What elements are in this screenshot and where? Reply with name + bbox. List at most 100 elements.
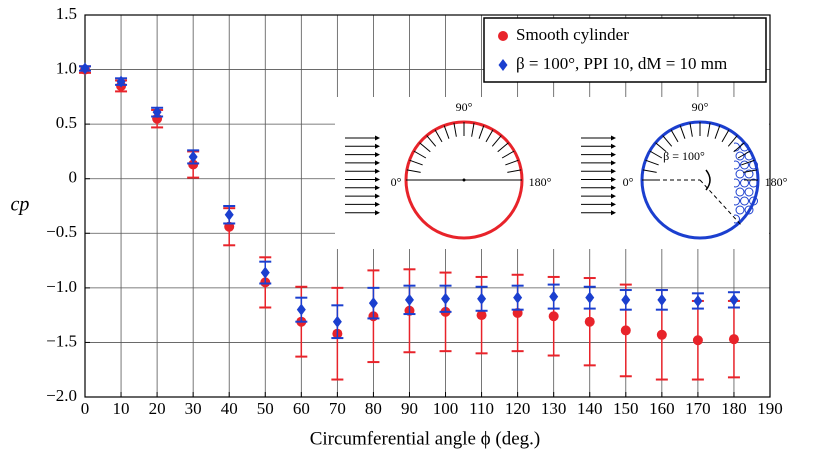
angle-tick: [471, 122, 475, 137]
angle-tick: [419, 142, 431, 153]
point: [513, 291, 523, 304]
point: [441, 292, 451, 305]
legend-items: Smooth cylinder β = 100°, PPI 10, dM = 10…: [498, 25, 727, 73]
angle-tick: [507, 169, 522, 173]
annotation: 180°: [529, 175, 552, 189]
annotation: 0°: [623, 175, 634, 189]
point: [332, 315, 342, 328]
y-tick-label: −1.0: [46, 277, 77, 296]
angle-tick: [655, 142, 667, 153]
angle-tick: [406, 169, 421, 173]
point: [404, 293, 414, 306]
point: [693, 294, 703, 307]
pore: [735, 169, 745, 179]
x-tick-label: 160: [649, 399, 675, 418]
arrow-head: [611, 193, 616, 199]
point: [692, 335, 703, 346]
x-tick-label: 170: [685, 399, 711, 418]
pore: [734, 178, 740, 188]
x-tick-label: 120: [505, 399, 531, 418]
angle-tick: [649, 150, 663, 159]
angle-tick: [426, 135, 437, 147]
angle-tick: [485, 129, 494, 143]
flow-arrows: [581, 135, 616, 216]
inset-background: [335, 97, 769, 249]
x-tick-label: 180: [721, 399, 747, 418]
point: [585, 291, 595, 304]
angle-tick: [645, 159, 659, 166]
annotation: 0°: [391, 175, 402, 189]
arrow-head: [375, 210, 380, 216]
point: [152, 106, 162, 119]
pore: [735, 205, 745, 215]
point: [498, 59, 508, 71]
annotation: 90°: [692, 100, 709, 114]
arrow-head: [611, 185, 616, 191]
pore: [735, 187, 745, 197]
point: [657, 293, 667, 306]
angle-tick: [491, 135, 502, 147]
legend: Smooth cylinder β = 100°, PPI 10, dM = 10…: [483, 17, 767, 83]
x-tick-label: 110: [469, 399, 494, 418]
inset-diagrams: 90° 0° 180° 90° 0° 180° β = 100°: [335, 97, 788, 249]
y-tick-label: 1.5: [56, 4, 77, 23]
pore: [734, 214, 740, 224]
flow-arrows: [345, 135, 380, 216]
x-tick-label: 100: [433, 399, 459, 418]
pore: [740, 178, 749, 188]
pore: [740, 160, 749, 170]
angle-tick: [741, 159, 755, 166]
angle-tick: [662, 135, 673, 147]
pore: [744, 169, 754, 179]
center: [462, 178, 466, 182]
x-tick-label: 130: [541, 399, 567, 418]
x-tick-label: 80: [365, 399, 382, 418]
point: [116, 75, 126, 88]
angle-ticks: [406, 122, 522, 181]
point: [368, 297, 378, 310]
x-tick-label: 140: [577, 399, 603, 418]
angle-arc: [705, 169, 711, 191]
point: [260, 266, 270, 279]
plot-frame: [84, 14, 771, 398]
angle-tick: [501, 150, 515, 159]
pore: [744, 205, 754, 215]
y-axis-label: cp: [11, 194, 30, 216]
point: [549, 290, 559, 303]
arrow-head: [611, 143, 616, 149]
y-tick-label: 1.0: [56, 58, 77, 77]
arrow-head: [611, 177, 616, 182]
arrow-head: [375, 193, 380, 199]
point: [476, 310, 487, 321]
angle-tick: [689, 122, 693, 137]
angle-tick: [733, 142, 745, 153]
point: [80, 62, 90, 75]
annotation: 90°: [456, 100, 473, 114]
arrow-head: [375, 177, 380, 182]
x-tick-label: 20: [149, 399, 166, 418]
point: [729, 293, 739, 306]
angle-tick: [737, 150, 751, 159]
angle-tick: [478, 125, 485, 139]
angle-tick: [443, 125, 450, 139]
arrow-head: [611, 160, 616, 166]
y-tick-label: −1.5: [46, 331, 77, 350]
pore: [740, 196, 749, 206]
arrow-head: [611, 168, 616, 174]
arrow-head: [375, 185, 380, 191]
angle-tick: [505, 159, 519, 166]
angle-tick: [409, 159, 423, 166]
point: [620, 325, 631, 336]
legend-label: β = 100°, PPI 10, dM = 10 mm: [516, 54, 727, 73]
point: [656, 329, 667, 340]
arrow-head: [375, 160, 380, 166]
point: [728, 334, 739, 345]
pore: [734, 196, 740, 206]
x-tick-label: 50: [257, 399, 274, 418]
annotation: 180°: [765, 175, 788, 189]
x-tick-label: 40: [221, 399, 238, 418]
x-tick-label: 150: [613, 399, 639, 418]
point: [296, 303, 306, 316]
angle-tick: [670, 129, 679, 143]
angle-tick: [679, 125, 686, 139]
